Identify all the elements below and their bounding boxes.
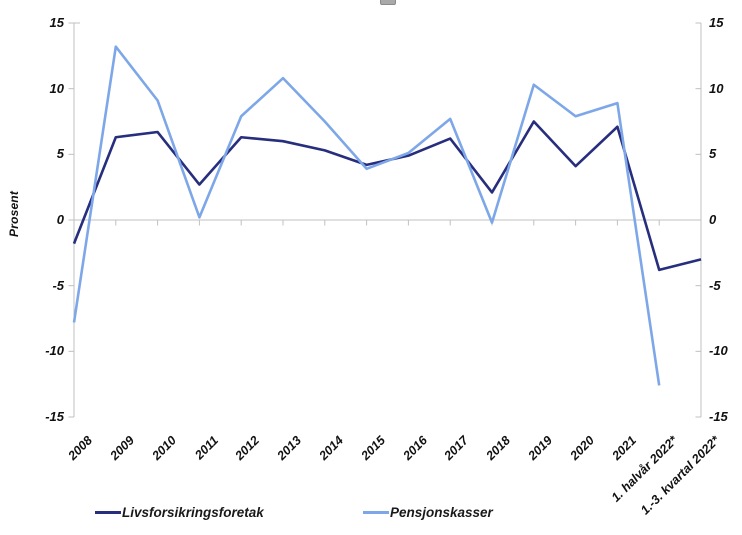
y-tick-label-right-5: 5: [709, 146, 717, 162]
y-tick-label-right-15: 15: [709, 15, 724, 30]
y-tick-label-left--10: -10: [45, 343, 64, 359]
legend-line-pensjonskasser-icon: [363, 511, 389, 514]
y-tick-label-left-5: 5: [56, 146, 64, 162]
cropped-title-artifact: [380, 0, 396, 5]
y-tick-label-right--10: -10: [709, 343, 728, 359]
y-tick-label-right-0: 0: [709, 212, 717, 227]
y-tick-label-left--15: -15: [45, 409, 64, 424]
y-tick-label-left-10: 10: [49, 80, 64, 96]
legend-label-pensjonskasser: Pensjonskasser: [390, 505, 493, 520]
legend-line-livsforsikringsforetak-icon: [95, 511, 121, 514]
y-tick-label-left-0: 0: [56, 212, 64, 227]
y-tick-label-right--15: -15: [709, 409, 728, 424]
series-line-pensjonskasser: [72, 45, 661, 386]
y-tick-label-left--5: -5: [52, 277, 64, 293]
y-tick-label-left-15: 15: [49, 15, 64, 30]
y-tick-label-right--5: -5: [709, 277, 721, 293]
legend-item-pensjonskasser: Pensjonskasser: [363, 505, 493, 520]
series-line-livsforsikringsforetak: [72, 120, 702, 272]
legend-item-livsforsikringsforetak: Livsforsikringsforetak: [95, 505, 264, 520]
y-axis-title: Prosent: [7, 190, 21, 238]
legend-label-livsforsikringsforetak: Livsforsikringsforetak: [122, 505, 264, 520]
y-tick-label-right-10: 10: [709, 80, 724, 96]
